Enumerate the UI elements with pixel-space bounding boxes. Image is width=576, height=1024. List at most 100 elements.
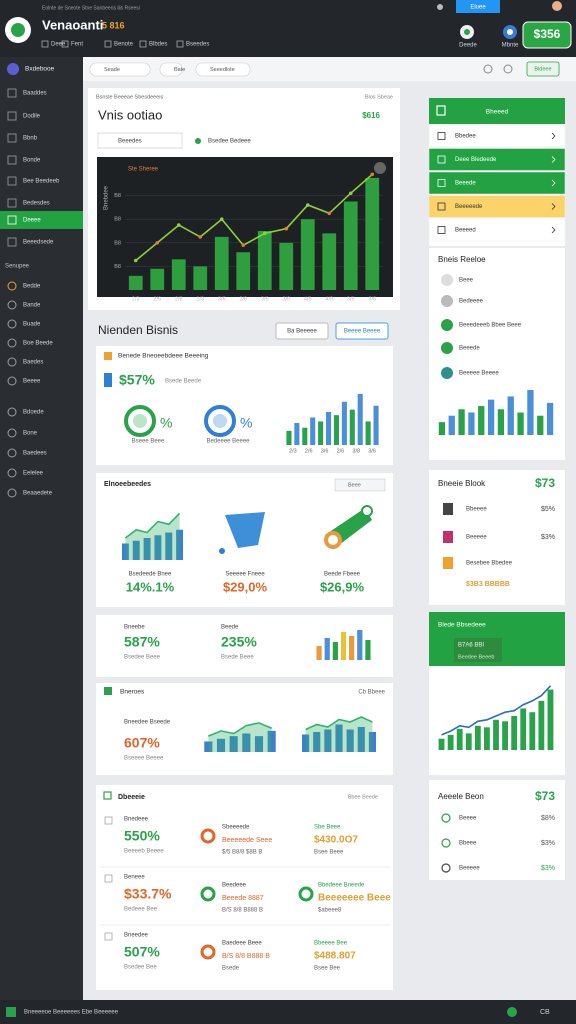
section-title: Nienden Bisnis xyxy=(98,323,178,337)
tab-icon xyxy=(61,40,69,48)
checkbox[interactable] xyxy=(104,874,113,883)
sub-box xyxy=(454,638,502,662)
list-item[interactable]: Bedeeee xyxy=(459,299,484,305)
menu-item[interactable] xyxy=(428,148,566,171)
bar xyxy=(365,421,371,445)
chip[interactable] xyxy=(195,62,251,77)
nav-tab[interactable]: Fent xyxy=(71,42,83,48)
label: Bbeeee xyxy=(466,507,487,513)
label: Beeee xyxy=(459,816,477,822)
balance-button[interactable] xyxy=(522,21,572,49)
menu-label: Beeeeede xyxy=(455,204,483,210)
nav-item[interactable]: Bonde xyxy=(23,158,41,164)
row-icon xyxy=(441,838,451,848)
bar xyxy=(438,738,445,750)
nav-item[interactable]: Buade xyxy=(23,322,41,328)
label: Bsedee Beee xyxy=(124,655,161,661)
chevron xyxy=(551,203,556,210)
nav-item[interactable]: Beaaedete xyxy=(23,491,53,497)
nav-item[interactable]: Boe Beede xyxy=(23,341,53,347)
chip-label: Seade xyxy=(104,67,120,73)
toolbar-action[interactable] xyxy=(526,61,560,77)
select[interactable] xyxy=(97,132,183,149)
nav-item[interactable]: Bedesdes xyxy=(23,201,50,207)
chevron xyxy=(551,156,556,163)
label: Beeeee xyxy=(466,535,487,541)
bar xyxy=(150,268,165,290)
button-label: Beeee Beeee xyxy=(344,329,381,335)
filter-label: Beee xyxy=(348,482,361,488)
nav-tab[interactable]: Bseedes xyxy=(186,42,209,48)
filter[interactable] xyxy=(334,478,386,492)
bar xyxy=(520,708,527,750)
line xyxy=(207,722,273,737)
label: $488.807 xyxy=(314,951,356,962)
line xyxy=(124,512,181,539)
menu-item[interactable] xyxy=(428,195,566,218)
bar xyxy=(267,730,276,752)
button[interactable] xyxy=(275,322,329,340)
menu-item[interactable] xyxy=(428,124,566,148)
menu-header xyxy=(429,98,565,124)
nav-tab[interactable]: Deee xyxy=(51,42,66,48)
value: $73 xyxy=(535,789,555,803)
bar xyxy=(229,736,238,752)
nav-tab[interactable]: Blbdes xyxy=(149,42,167,48)
nav-tab[interactable]: Benote xyxy=(114,42,134,48)
nav-item[interactable]: Beeee xyxy=(23,379,41,385)
label: Sbe Beee xyxy=(314,825,341,831)
button[interactable] xyxy=(335,322,389,340)
nav-item[interactable]: Bedde xyxy=(23,284,41,290)
nav-item[interactable]: Baedes xyxy=(23,360,43,366)
menu-item[interactable] xyxy=(428,218,566,242)
checkbox[interactable] xyxy=(104,816,113,825)
area xyxy=(208,722,272,752)
bar xyxy=(458,409,465,435)
nav-item[interactable]: Bone xyxy=(23,431,38,437)
list-item[interactable]: Beee xyxy=(459,278,474,284)
nav-item[interactable]: Beeedsede xyxy=(23,240,54,246)
top-button[interactable] xyxy=(456,0,500,13)
row-icon xyxy=(441,863,451,873)
nav-item[interactable]: Eelelee xyxy=(23,471,44,477)
nav-item[interactable]: Dodile xyxy=(23,114,41,120)
nav-item[interactable]: Baedees xyxy=(23,451,47,457)
list-icon xyxy=(441,319,453,331)
bar xyxy=(493,719,499,750)
nav-item[interactable]: Bdoede xyxy=(23,410,44,416)
axis-title: Bnebdee xyxy=(104,185,110,210)
nav-item[interactable]: Bande xyxy=(23,303,41,309)
chip[interactable] xyxy=(159,62,183,77)
line-point xyxy=(198,235,203,239)
list-item[interactable]: Beeede xyxy=(459,346,480,352)
x-tick-label: 4/6 xyxy=(304,296,312,302)
menu-item[interactable] xyxy=(428,171,566,195)
bar xyxy=(324,638,330,660)
bar xyxy=(341,401,347,445)
select-icon xyxy=(195,138,201,144)
list-item[interactable]: Beeedeeeb Bbee Beee xyxy=(459,323,522,329)
line-point xyxy=(284,226,289,231)
line xyxy=(441,685,552,736)
header-icon xyxy=(103,791,112,800)
nav-item[interactable]: Bbnb xyxy=(23,136,38,142)
label: Beeeeede Seee xyxy=(222,837,272,844)
nav-item[interactable]: Baaddes xyxy=(23,91,47,97)
chip[interactable] xyxy=(89,62,151,77)
chevron xyxy=(551,226,556,234)
bar xyxy=(484,727,490,750)
list-item[interactable]: Beeeee Beeee xyxy=(459,371,499,377)
bar xyxy=(343,201,358,290)
label: $3% xyxy=(541,840,555,847)
checkbox[interactable] xyxy=(104,932,113,941)
bar xyxy=(216,738,226,752)
label: Bneedee xyxy=(124,933,149,939)
nav-item[interactable]: Deeee xyxy=(23,218,41,224)
nav-item[interactable]: Bee Beedeeb xyxy=(23,179,60,185)
label: Sbeeeede xyxy=(222,825,250,831)
value: $73 xyxy=(535,476,555,490)
menu-icon xyxy=(437,226,446,234)
label: $5% xyxy=(541,506,555,513)
bar xyxy=(254,736,264,752)
